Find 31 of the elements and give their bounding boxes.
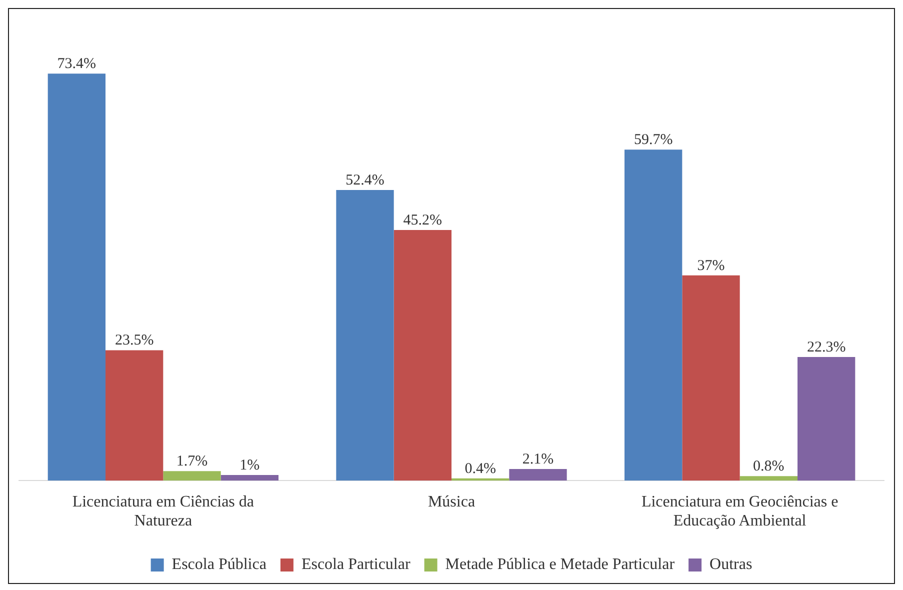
data-label: 0.8% [753, 458, 784, 475]
data-label: 45.2% [403, 212, 442, 228]
data-label: 0.4% [464, 460, 496, 477]
data-label: 37% [697, 258, 725, 274]
bar [48, 74, 106, 481]
bar [336, 190, 394, 481]
legend-label: Escola Pública [172, 556, 266, 574]
x-tick-label: Licenciatura em Ciências da Natureza [72, 493, 254, 530]
x-tick-label: Licenciatura em Geociências e Educação Ambiental [641, 493, 838, 530]
data-label: 23.5% [114, 332, 154, 349]
data-label: 52.4% [346, 172, 384, 188]
data-label: 1% [240, 457, 260, 474]
bar [509, 468, 567, 481]
legend-label: Escola Particular [301, 556, 411, 574]
x-tick-label: Música [428, 493, 476, 510]
legend-label: Metade Pública e Metade Particular [445, 556, 676, 574]
bar [163, 471, 221, 481]
bar [106, 350, 164, 481]
bar [452, 478, 510, 481]
bar [220, 475, 278, 481]
bar [798, 356, 856, 481]
legend-label: Outras [710, 556, 752, 574]
bar [740, 476, 798, 481]
bar [394, 230, 452, 481]
data-label: 1.7% [176, 454, 208, 470]
data-label: 2.1% [522, 451, 554, 468]
data-label: 73.4% [57, 56, 96, 72]
data-label: 59.7% [634, 132, 673, 148]
bar [682, 275, 740, 481]
data-label: 22.3% [806, 339, 846, 356]
bar [624, 150, 682, 481]
